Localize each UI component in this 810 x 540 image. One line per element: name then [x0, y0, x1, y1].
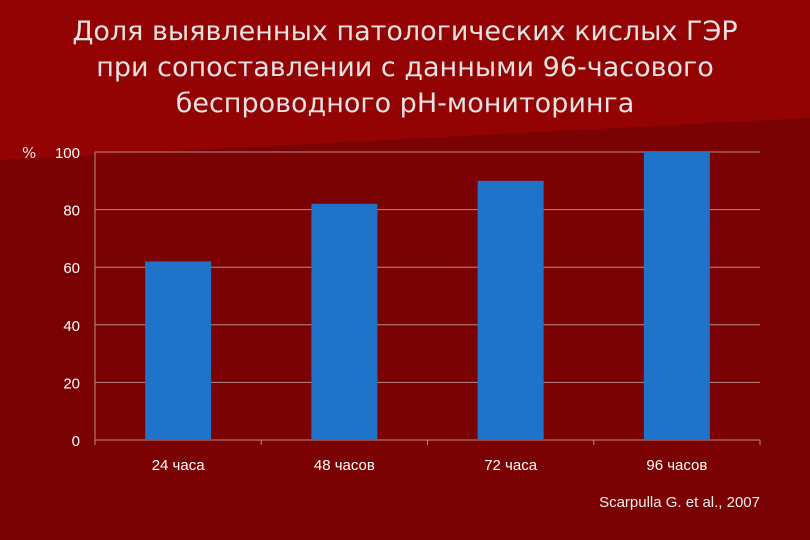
y-tick-label: 40: [63, 318, 80, 335]
y-unit-label: %: [22, 144, 37, 162]
title-line-2: при сопоставлении с данными 96-часового: [96, 52, 714, 83]
bar-2: [311, 203, 378, 440]
bar-1: [145, 261, 212, 440]
title-line-1: Доля выявленных патологических кислых ГЭ…: [72, 16, 738, 47]
source-citation: Scarpulla G. et al., 2007: [599, 494, 760, 511]
y-tick-label: 20: [63, 375, 80, 392]
bar-4: [643, 152, 710, 440]
y-tick-label: 0: [72, 433, 80, 450]
x-tick-label: 72 часа: [484, 457, 538, 474]
y-tick-label: 100: [55, 145, 80, 162]
bar-3: [477, 180, 544, 441]
x-tick-label: 24 часа: [152, 457, 206, 474]
title-line-3: беспроводного рН-мониторинга: [175, 88, 635, 119]
y-tick-label: 80: [63, 203, 80, 220]
slide-title: Доля выявленных патологических кислых ГЭ…: [30, 14, 780, 122]
y-tick-label: 60: [63, 260, 80, 277]
x-tick-label: 48 часов: [314, 457, 375, 474]
x-tick-label: 96 часов: [646, 457, 707, 474]
